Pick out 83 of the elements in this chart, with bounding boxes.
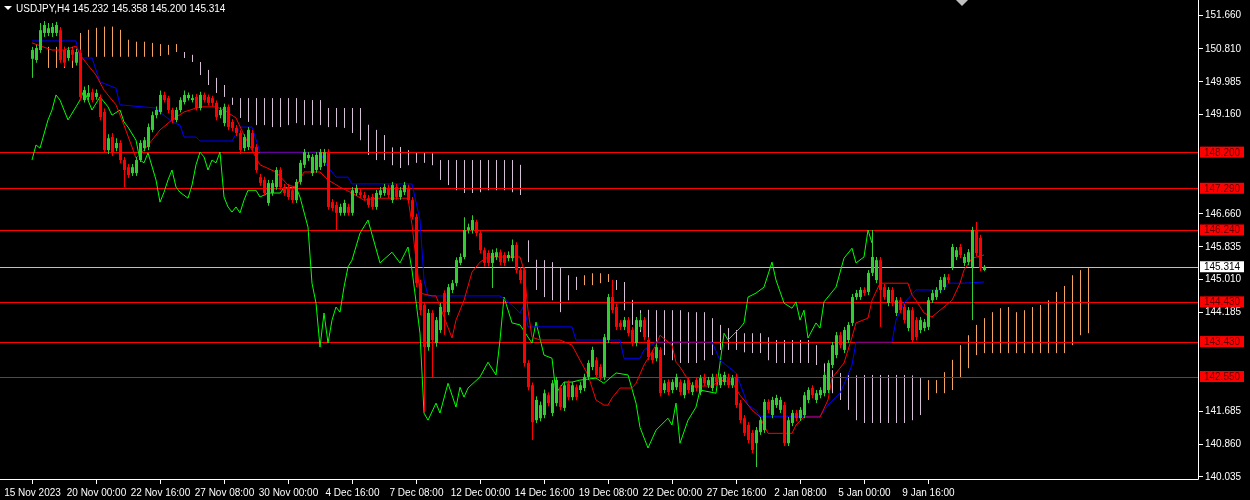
x-tick-label: 20 Nov 00:00 <box>66 486 127 498</box>
ref-line-label: 143.430 <box>1203 336 1241 348</box>
candlestick <box>643 316 646 341</box>
candlestick <box>135 156 138 177</box>
x-tick-label: 22 Nov 16:00 <box>130 486 191 498</box>
candlestick <box>787 416 790 447</box>
y-tick-label: 144.185 <box>1205 306 1242 318</box>
candlestick <box>843 326 846 354</box>
candlestick <box>227 103 230 131</box>
x-tick-label: 2 Jan 08:00 <box>774 486 828 498</box>
candlestick <box>751 429 754 454</box>
candlestick <box>351 186 354 217</box>
candlestick <box>543 389 546 419</box>
x-tick-label: 7 Dec 08:00 <box>389 486 444 498</box>
candlestick <box>247 126 250 151</box>
candlestick <box>31 46 34 79</box>
ref-line-label: 148.200 <box>1203 146 1241 158</box>
ref-line-label: 145.314 <box>1203 261 1241 273</box>
candlestick <box>875 256 878 284</box>
y-tick-label: 141.685 <box>1205 405 1242 417</box>
line-series <box>31 89 873 449</box>
ref-line-label: 144.430 <box>1203 296 1241 308</box>
candlestick <box>319 148 322 171</box>
y-tick-label: 145.010 <box>1205 273 1242 285</box>
candlestick <box>535 395 538 424</box>
candlestick <box>567 380 570 401</box>
x-tick-label: 14 Dec 16:00 <box>514 486 575 498</box>
candlestick <box>871 229 874 277</box>
candlestick <box>391 181 394 204</box>
y-tick-label: 149.985 <box>1205 75 1242 87</box>
x-tick-label: 4 Dec 16:00 <box>325 486 380 498</box>
x-tick-label: 5 Jan 00:00 <box>838 486 892 498</box>
candlestick <box>867 269 870 296</box>
candlestick <box>267 179 270 207</box>
x-tick-label: 27 Nov 08:00 <box>194 486 255 498</box>
candlestick <box>635 316 638 347</box>
candlestick <box>771 396 774 419</box>
y-tick-label: 145.835 <box>1205 240 1242 252</box>
ref-line-label: 146.240 <box>1203 224 1241 236</box>
candlestick <box>887 286 890 307</box>
candlestick <box>491 248 494 289</box>
x-tick-label: 9 Jan 16:00 <box>902 486 956 498</box>
x-tick-label: 19 Dec 08:00 <box>578 486 639 498</box>
candlestick <box>683 379 686 399</box>
candlestick <box>311 153 314 177</box>
ref-line-label: 147.290 <box>1203 182 1241 194</box>
y-tick-label: 140.860 <box>1205 438 1242 450</box>
candlestick <box>699 374 702 396</box>
candlestick <box>803 391 806 419</box>
candlestick <box>951 243 954 271</box>
x-tick-label: 30 Nov 00:00 <box>258 486 319 498</box>
candlestick <box>199 91 202 111</box>
candlestick <box>571 381 574 401</box>
candlestick <box>223 103 226 127</box>
candlestick <box>295 178 298 204</box>
candlestick <box>411 196 414 221</box>
x-tick-label: 12 Dec 00:00 <box>450 486 511 498</box>
candlestick <box>559 384 562 411</box>
candlestick <box>107 133 110 155</box>
candlestick <box>315 151 318 174</box>
candlestick <box>511 239 514 262</box>
candlestick <box>139 139 142 163</box>
candlestick <box>483 246 486 268</box>
candlestick <box>159 90 162 115</box>
candlestick <box>903 303 906 324</box>
y-tick-label: 150.810 <box>1205 42 1242 54</box>
candlestick <box>563 381 566 412</box>
candlestick <box>907 306 910 332</box>
ref-line-label: 142.550 <box>1203 371 1241 383</box>
x-tick-label: 15 Nov 2023 <box>4 486 62 498</box>
candlestick <box>375 189 378 211</box>
y-tick-label: 146.660 <box>1205 207 1242 219</box>
x-tick-label: 27 Dec 16:00 <box>706 486 767 498</box>
y-tick-label: 151.660 <box>1205 9 1242 21</box>
candlestick <box>275 166 278 191</box>
candlestick <box>215 99 218 121</box>
y-tick-label: 140.035 <box>1205 470 1242 482</box>
x-tick-label: 22 Dec 00:00 <box>642 486 703 498</box>
y-tick-label: 149.160 <box>1205 108 1242 120</box>
chart-title: USDJPY,H4 145.232 145.358 145.200 145.314 <box>16 2 226 14</box>
candlestick <box>455 256 458 287</box>
candlestick <box>471 214 474 235</box>
candlestick <box>895 296 898 317</box>
